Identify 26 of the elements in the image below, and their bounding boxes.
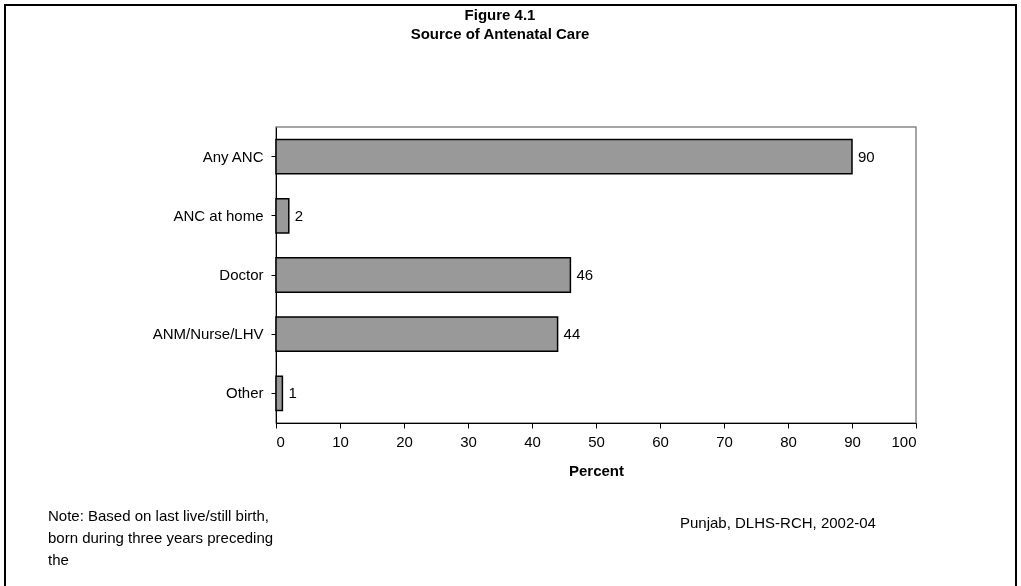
data-label: 46	[576, 266, 594, 283]
y-tick-label: Any ANC	[202, 147, 264, 165]
y-tick-label: ANC at home	[173, 206, 264, 224]
y-tick-label: Other	[225, 384, 264, 402]
x-tick-label: 10	[332, 432, 349, 450]
x-tick-label: 0	[276, 432, 285, 450]
x-tick-label: 90	[844, 432, 861, 450]
x-tick-label: 80	[780, 432, 797, 450]
x-tick-label: 100	[891, 432, 917, 450]
x-tick-label: 70	[716, 432, 733, 450]
data-label: 2	[294, 206, 304, 224]
chart-subtitle: Source of Antenatal Care	[410, 25, 590, 42]
text: Punjab, DLHS-RCH, 2002-04	[680, 514, 876, 531]
x-axis-title: Percent	[568, 461, 625, 479]
data-label: 44	[563, 325, 581, 343]
text: Note: Based on last live/still birth, born during three years preceding the	[48, 506, 275, 570]
x-tick-label: 20	[396, 432, 413, 450]
x-tick-label: 30	[460, 432, 477, 450]
y-tick-label: Doctor	[219, 266, 264, 283]
data-label: 1	[288, 384, 297, 402]
x-tick-label: 50	[588, 432, 605, 450]
y-tick-label: ANM/Nurse/LHV	[152, 325, 264, 343]
x-tick-label: 40	[524, 432, 541, 450]
data-label: 90	[858, 147, 875, 165]
chart-title: Figure 4.1	[464, 6, 536, 23]
x-tick-label: 60	[652, 432, 669, 450]
